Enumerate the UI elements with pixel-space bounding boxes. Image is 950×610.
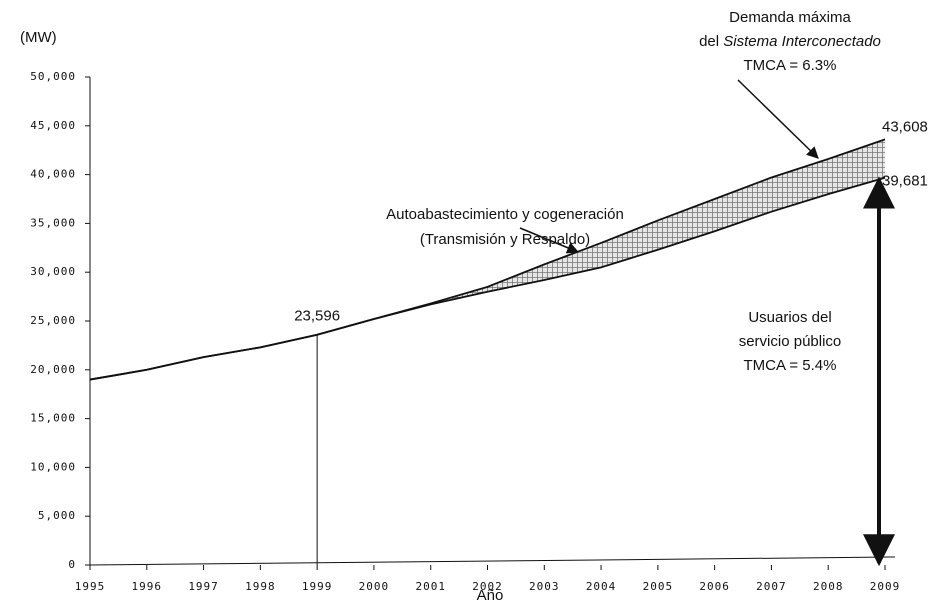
x-tick-label: 1997: [188, 580, 219, 593]
x-tick-label: 2005: [643, 580, 674, 593]
x-tick-label: 2006: [699, 580, 730, 593]
annotation: servicio público: [739, 333, 842, 350]
annotation: (Transmisión y Respaldo): [420, 231, 590, 248]
y-tick-label: 10,000: [30, 460, 76, 473]
annotation: TMCA = 6.3%: [744, 57, 837, 74]
x-tick-label: 2001: [415, 580, 446, 593]
annotation: Autoabastecimiento y cogeneración: [386, 206, 624, 223]
x-tick-label: 1996: [132, 580, 163, 593]
x-tick-label: 2000: [359, 580, 390, 593]
x-axis: [89, 556, 896, 566]
series-line: [89, 176, 886, 381]
y-tick-label: 50,000: [30, 70, 76, 83]
annotation: Demanda máxima: [729, 9, 851, 26]
x-tick-label: 1999: [302, 580, 333, 593]
y-axis-label: (MW): [20, 29, 57, 46]
y-tick-label: 15,000: [30, 412, 76, 425]
y-tick-label: 30,000: [30, 265, 76, 278]
x-tick-label: 1995: [75, 580, 106, 593]
annotation: del Sistema Interconectado: [699, 33, 881, 50]
x-tick-label: 1998: [245, 580, 276, 593]
y-tick-label: 0: [68, 558, 76, 571]
annotation-arrow: [737, 79, 819, 159]
x-tick-label: 2002: [472, 580, 503, 593]
y-tick-label: 45,000: [30, 119, 76, 132]
value-label: 43,608: [882, 118, 928, 135]
x-tick-label: 2003: [529, 580, 560, 593]
annotation-arrow: [519, 227, 580, 254]
y-tick-label: 5,000: [38, 509, 76, 522]
x-tick-label: 2007: [756, 580, 787, 593]
y-tick-label: 40,000: [30, 168, 76, 181]
value-label: 23,596: [294, 308, 340, 325]
annotation: Usuarios del: [748, 309, 831, 326]
x-tick-label: 2009: [870, 580, 901, 593]
x-tick-label: 2008: [813, 580, 844, 593]
annotation: TMCA = 5.4%: [744, 357, 837, 374]
x-axis-label: Año: [477, 587, 504, 604]
y-tick-label: 35,000: [30, 216, 76, 229]
y-tick-label: 25,000: [30, 314, 76, 327]
x-tick-label: 2004: [586, 580, 617, 593]
y-tick-label: 20,000: [30, 363, 76, 376]
value-label: 39,681: [882, 173, 928, 190]
